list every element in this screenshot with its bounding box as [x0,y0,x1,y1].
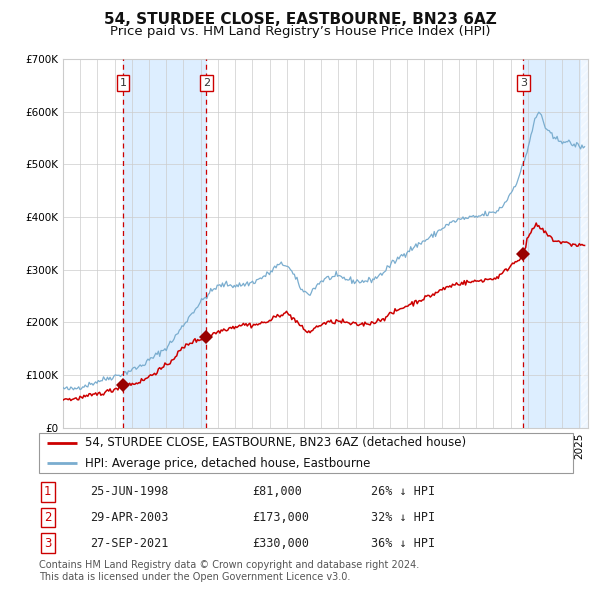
Text: £173,000: £173,000 [252,511,309,524]
Text: 3: 3 [520,78,527,88]
Text: 1: 1 [119,78,127,88]
Bar [581,59,588,428]
Bar [123,59,206,428]
Text: 54, STURDEE CLOSE, EASTBOURNE, BN23 6AZ (detached house): 54, STURDEE CLOSE, EASTBOURNE, BN23 6AZ … [85,436,466,449]
Text: 3: 3 [44,537,52,550]
Text: 36% ↓ HPI: 36% ↓ HPI [371,537,435,550]
Text: HPI: Average price, detached house, Eastbourne: HPI: Average price, detached house, East… [85,457,370,470]
Text: £330,000: £330,000 [252,537,309,550]
Text: Contains HM Land Registry data © Crown copyright and database right 2024.
This d: Contains HM Land Registry data © Crown c… [39,560,419,582]
Text: £81,000: £81,000 [252,485,302,498]
Text: 29-APR-2003: 29-APR-2003 [90,511,169,524]
FancyBboxPatch shape [39,433,574,473]
Text: 2: 2 [44,511,52,524]
Text: 32% ↓ HPI: 32% ↓ HPI [371,511,435,524]
Text: 54, STURDEE CLOSE, EASTBOURNE, BN23 6AZ: 54, STURDEE CLOSE, EASTBOURNE, BN23 6AZ [104,12,496,27]
Text: Price paid vs. HM Land Registry’s House Price Index (HPI): Price paid vs. HM Land Registry’s House … [110,25,490,38]
Text: 25-JUN-1998: 25-JUN-1998 [90,485,169,498]
Text: 27-SEP-2021: 27-SEP-2021 [90,537,169,550]
Text: 1: 1 [44,485,52,498]
Text: 2: 2 [203,78,210,88]
Bar [523,59,588,428]
Text: 26% ↓ HPI: 26% ↓ HPI [371,485,435,498]
